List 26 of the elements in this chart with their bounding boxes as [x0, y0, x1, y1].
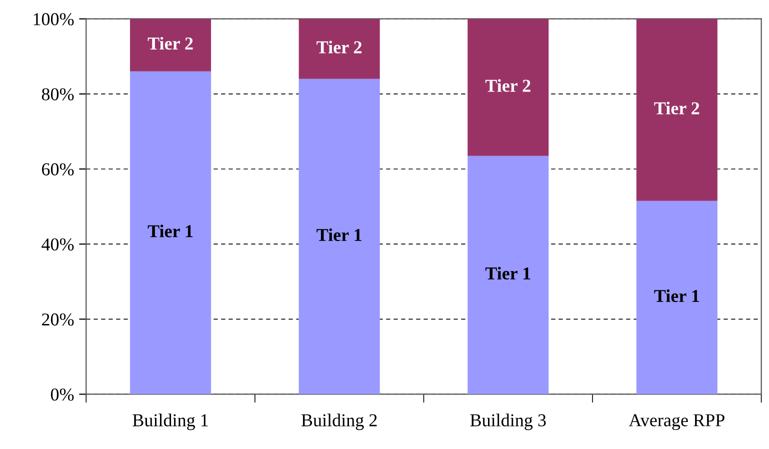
- bar: [130, 71, 212, 394]
- x-tick-label: Average RPP: [628, 414, 724, 430]
- series-label: Tier 1: [485, 266, 530, 280]
- text: Tier 2: [148, 36, 193, 50]
- x-tick-label: Building 3: [470, 414, 546, 430]
- bar: [468, 18, 549, 156]
- y-tick-label: 40%: [42, 238, 74, 251]
- y-tick-label: 60%: [42, 163, 74, 176]
- x-tick-label: Building 2: [301, 414, 377, 430]
- y-tick-label: 20%: [42, 313, 74, 326]
- bar: [298, 78, 380, 394]
- text: Tier 2: [654, 102, 700, 114]
- x-tick-label: Building 1: [132, 414, 208, 430]
- text: Tier 1: [316, 228, 362, 242]
- y-tick-label: 80%: [42, 88, 74, 100]
- y-tick-label: 0%: [50, 388, 74, 401]
- text: Tier 2: [316, 40, 362, 54]
- series-label: Tier 2: [485, 79, 530, 92]
- y-tick-label: 100%: [34, 13, 74, 26]
- bar: [130, 18, 212, 72]
- bar: [636, 200, 718, 394]
- bar: [636, 18, 718, 201]
- text: Tier 1: [654, 289, 699, 302]
- bar: [468, 156, 549, 394]
- text: Tier 1: [148, 224, 193, 238]
- bar: [298, 18, 380, 79]
